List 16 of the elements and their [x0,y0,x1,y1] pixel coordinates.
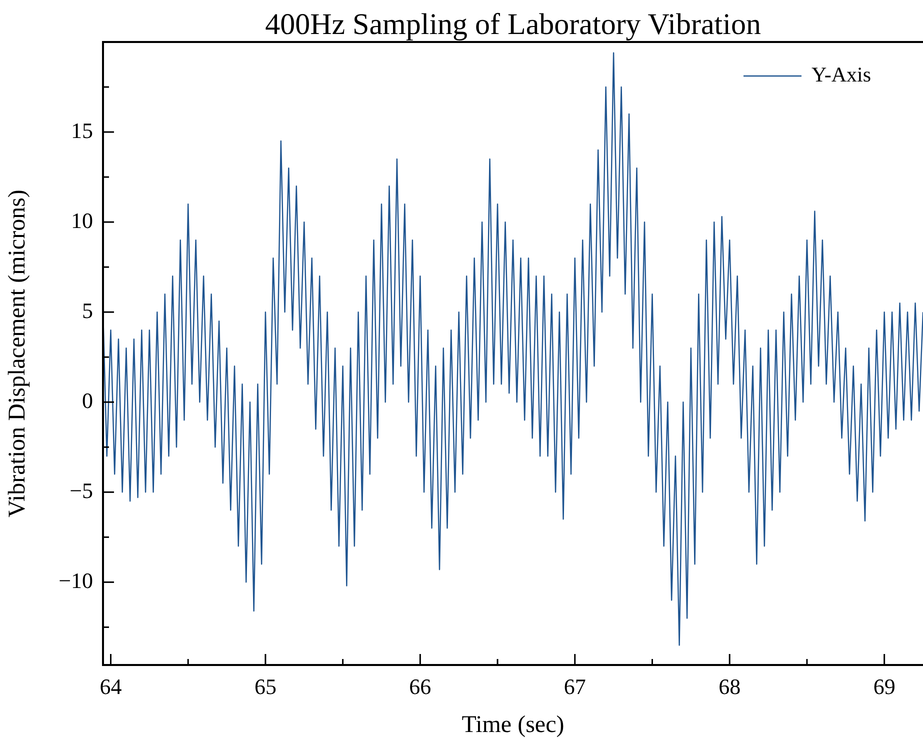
x-tick-label: 65 [254,674,276,699]
y-tick-label: 5 [82,298,93,323]
x-axis-title: Time (sec) [462,712,564,738]
legend-label: Y-Axis [811,62,872,87]
y-tick-label: −5 [70,478,93,503]
x-tick-label: 66 [409,674,432,699]
y-axis-title: Vibration Displacement (microns) [4,190,31,518]
x-tick-label: 67 [564,674,586,699]
y-tick-label: −10 [58,568,93,593]
chart-title: 400Hz Sampling of Laboratory Vibration [265,8,761,41]
x-tick-label: 68 [718,674,741,699]
y-tick-label: 15 [71,118,93,143]
x-tick-label: 64 [100,674,122,699]
y-tick-label: 0 [82,388,93,413]
y-tick-label: 10 [71,208,93,233]
x-tick-label: 69 [873,674,896,699]
